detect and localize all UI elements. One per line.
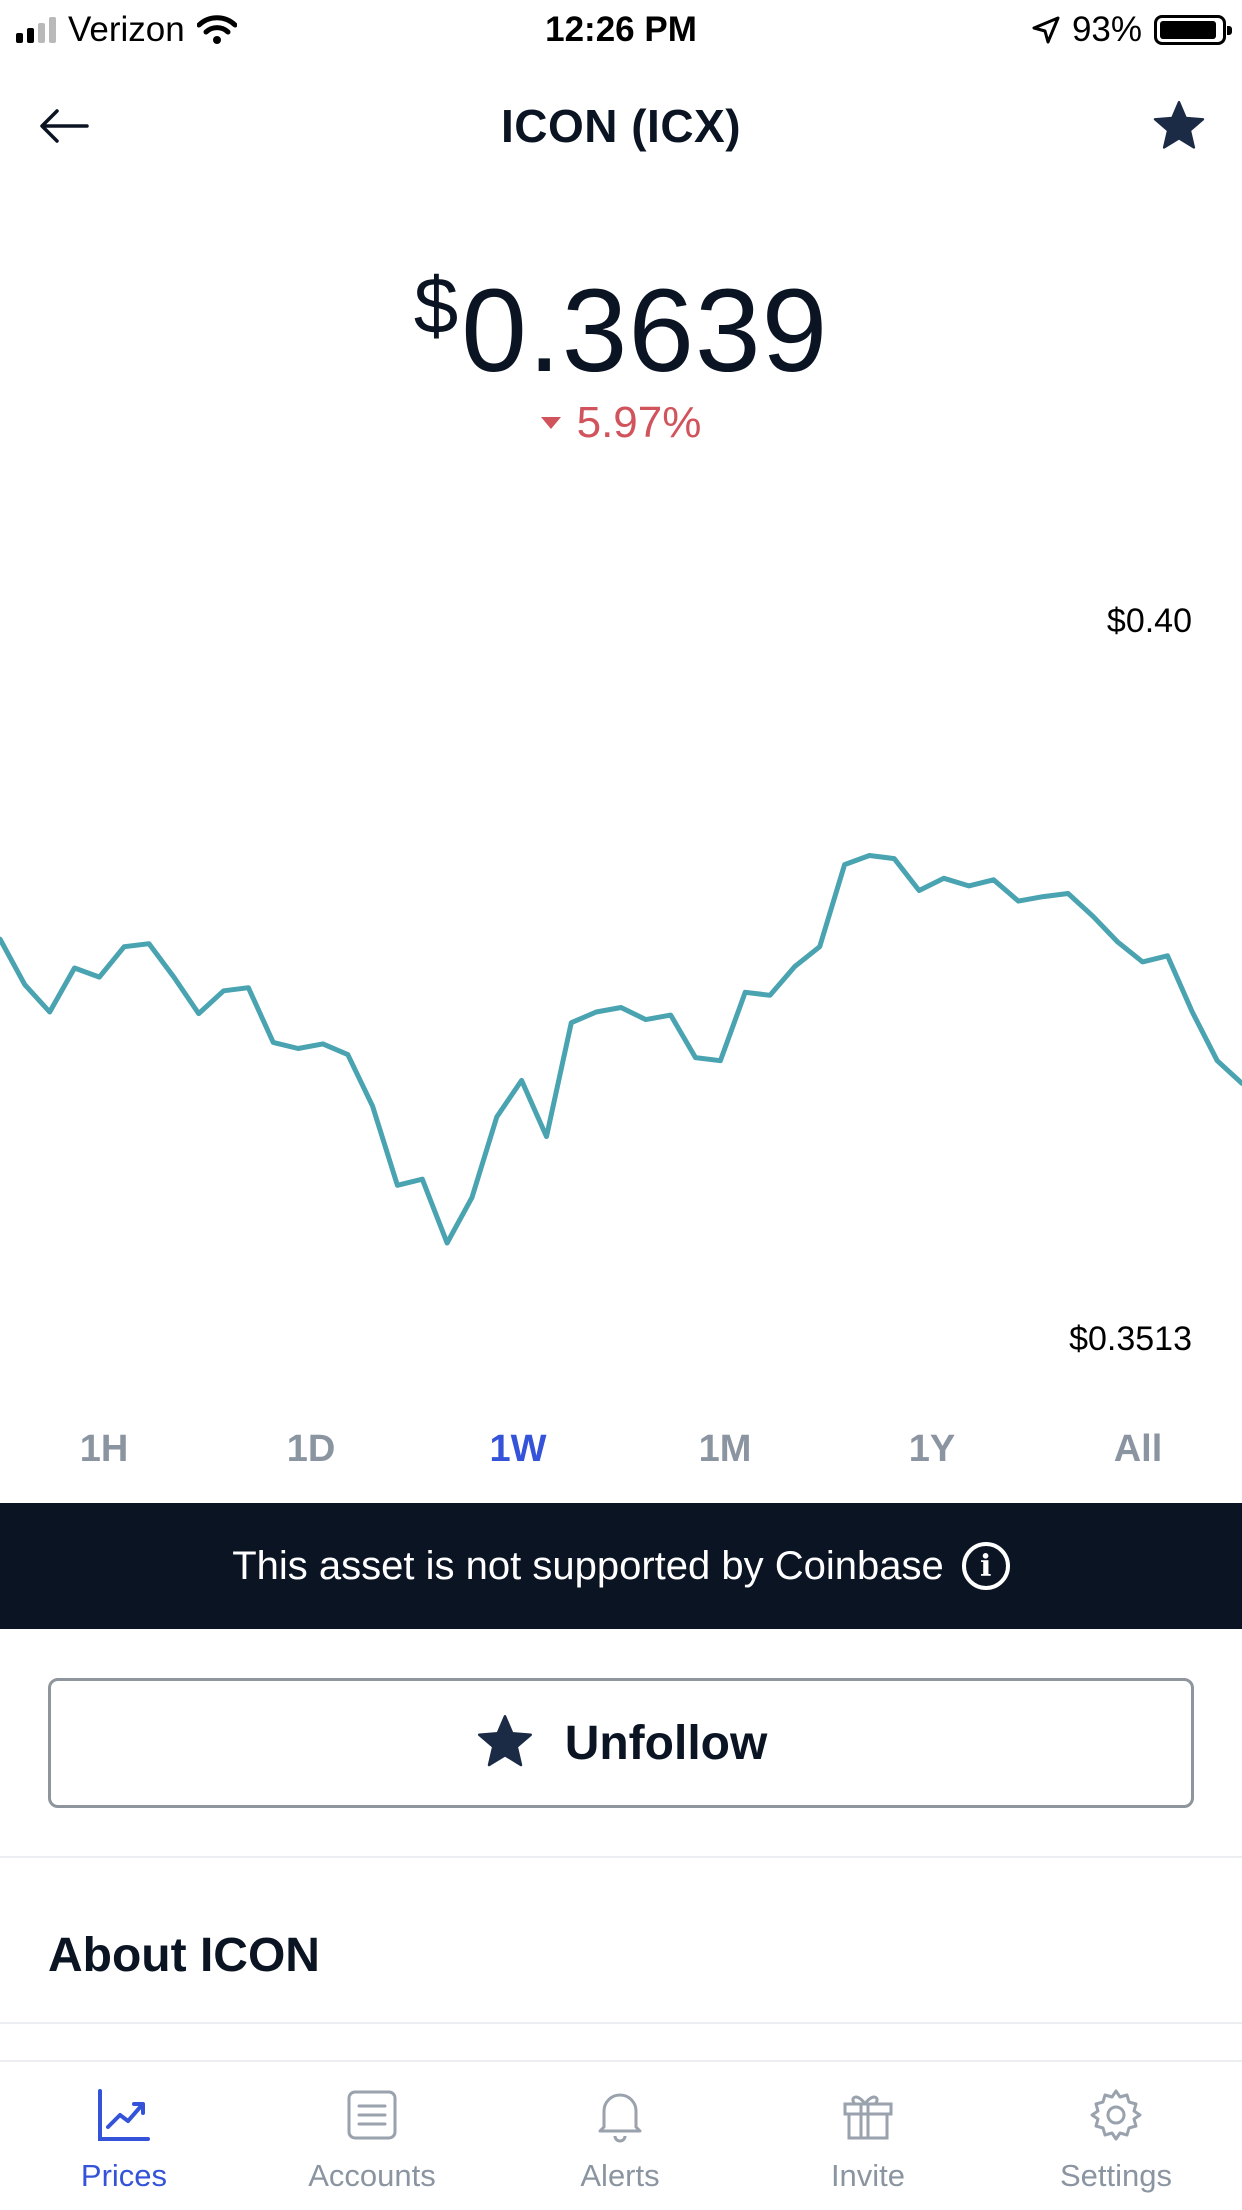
price-line [0, 853, 1242, 1246]
tabbar-label: Settings [1059, 2158, 1172, 2193]
tab-1d[interactable]: 1D [286, 1428, 336, 1470]
banner-text: This asset is not supported by Coinbase [232, 1543, 944, 1588]
currency-symbol: $ [413, 261, 460, 350]
y-axis-tick-bottom: $0.3513 [1069, 1320, 1192, 1358]
wifi-icon [196, 15, 237, 44]
gift-icon [843, 2095, 893, 2140]
tabbar-label: Alerts [580, 2158, 660, 2193]
tab-1w[interactable]: 1W [489, 1428, 547, 1470]
divider [0, 2022, 1242, 2024]
battery-icon [1154, 15, 1232, 45]
tabbar-settings[interactable]: Settings [1016, 2084, 1216, 2194]
tab-1h[interactable]: 1H [79, 1428, 129, 1470]
arrow-left-icon [40, 109, 89, 143]
favorite-button[interactable] [1146, 94, 1212, 160]
current-price: $0.3639 [0, 236, 1242, 401]
carrier-name: Verizon [68, 10, 185, 49]
price-value: 0.3639 [461, 265, 829, 397]
bell-icon [598, 2093, 642, 2143]
location-arrow-icon [1032, 16, 1060, 44]
time-range-tabs: 1H 1D 1W 1M 1Y All [0, 1428, 1242, 1488]
price-change-value: 5.97% [576, 398, 702, 447]
page-title: ICON (ICX) [500, 100, 742, 152]
gear-icon [1090, 2089, 1142, 2141]
tab-all[interactable]: All [1113, 1428, 1163, 1470]
price-change: 5.97% [0, 398, 1242, 448]
info-icon[interactable]: i [961, 1542, 1010, 1590]
divider [0, 1856, 1242, 1858]
bottom-tab-bar: Prices Accounts Alerts Inv [0, 2060, 1242, 2210]
tabbar-invite[interactable]: Invite [768, 2084, 968, 2194]
chart-icon [98, 2089, 150, 2141]
tabbar-accounts[interactable]: Accounts [272, 2084, 472, 2194]
status-bar: Verizon 12:26 PM 93% [0, 0, 1242, 62]
unfollow-label: Unfollow [564, 1716, 768, 1770]
tabbar-label: Prices [80, 2158, 168, 2193]
star-icon [1153, 100, 1205, 149]
down-triangle-icon [540, 417, 561, 429]
y-axis-tick-top: $0.40 [1107, 602, 1192, 640]
tabbar-alerts[interactable]: Alerts [520, 2084, 720, 2194]
star-icon [477, 1715, 532, 1767]
unsupported-asset-banner: This asset is not supported by Coinbase … [0, 1503, 1242, 1629]
tab-1y[interactable]: 1Y [908, 1428, 956, 1470]
tab-1m[interactable]: 1M [698, 1428, 752, 1470]
battery-percent: 93% [1071, 10, 1142, 49]
tabbar-label: Accounts [308, 2158, 436, 2193]
status-time: 12:26 PM [545, 10, 697, 49]
tabbar-prices[interactable]: Prices [24, 2084, 224, 2194]
tabbar-label: Invite [830, 2158, 906, 2193]
signal-strength-icon [16, 17, 56, 43]
back-button[interactable] [34, 98, 94, 154]
list-icon [347, 2090, 397, 2140]
nav-header: ICON (ICX) [0, 62, 1242, 192]
about-heading: About ICON [48, 1929, 320, 1982]
price-chart[interactable]: $0.40 $0.3513 [0, 580, 1242, 1380]
unfollow-button[interactable]: Unfollow [48, 1678, 1194, 1808]
